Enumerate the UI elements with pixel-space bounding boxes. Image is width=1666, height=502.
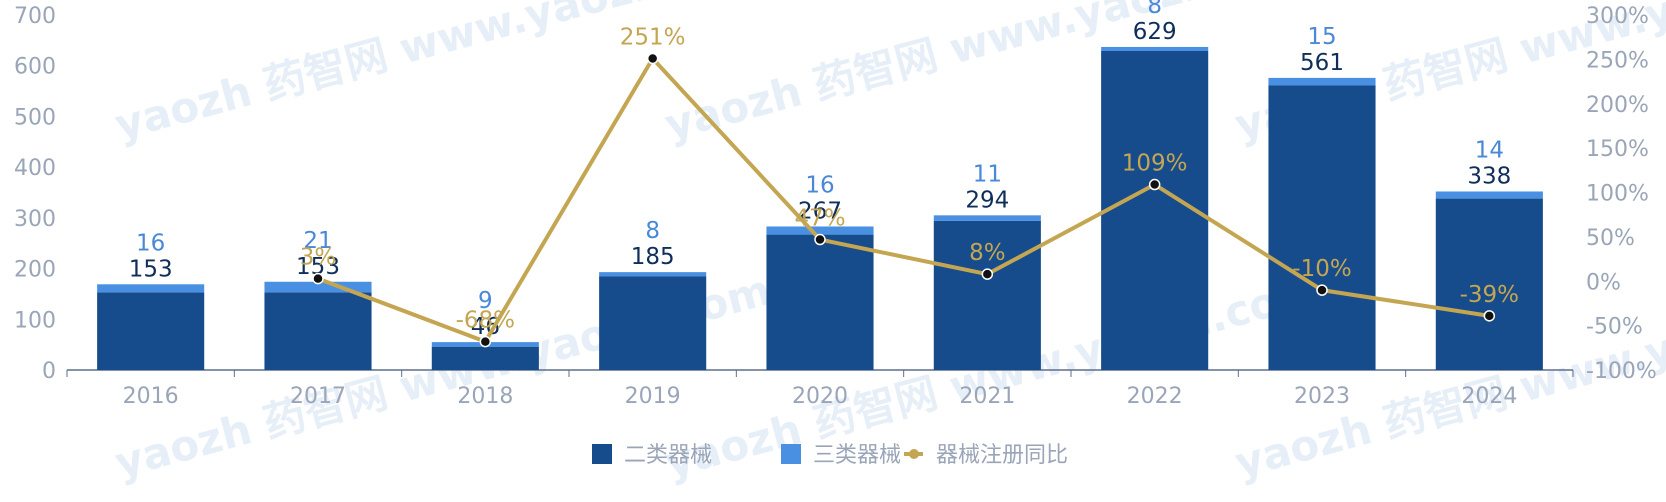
y-right-tick-label-5: 150% [1586, 137, 1649, 162]
point-yoy-2024 [1483, 310, 1496, 322]
legend-swatch-0 [592, 444, 612, 464]
label-class3-2017: 21 [303, 228, 332, 254]
x-label-2019: 2019 [625, 384, 681, 409]
y-left-tick-label-4: 400 [14, 156, 56, 181]
point-yoy-2019 [646, 52, 659, 65]
bar-class3-2024 [1435, 191, 1543, 199]
bar-class3-2016 [97, 284, 205, 293]
point-yoy-2023 [1316, 284, 1328, 296]
label-yoy-2022: 109% [1122, 151, 1188, 177]
label-class3-2022: 8 [1147, 0, 1162, 19]
y-left-tick-label-1: 100 [14, 308, 56, 333]
y-left-tick-label-5: 500 [14, 105, 56, 130]
label-class2-2016: 153 [129, 256, 173, 282]
y-right-tick-label-6: 200% [1586, 93, 1649, 118]
point-yoy-2021 [981, 268, 994, 280]
bar-class2-2020 [766, 234, 874, 370]
label-yoy-2021: 8% [969, 240, 1006, 266]
line-yoy [316, 56, 1492, 344]
x-label-2020: 2020 [792, 384, 848, 409]
bar-class3-2019 [599, 272, 707, 277]
bar-class2-2024 [1435, 198, 1543, 370]
label-class2-2024: 338 [1467, 163, 1511, 189]
y-right-tick-label-8: 300% [1586, 4, 1649, 29]
bar-class2-2023 [1268, 85, 1376, 370]
point-yoy-2022 [1148, 178, 1161, 191]
legend-marker-2 [909, 449, 919, 459]
point-yoy-2017 [312, 272, 324, 285]
label-class2-2020: 267 [798, 198, 842, 224]
label-yoy-2024: -39% [1460, 282, 1519, 308]
x-label-2017: 2017 [290, 384, 346, 409]
bar-class3-2021 [933, 215, 1041, 221]
y-right-tick-label-4: 100% [1586, 182, 1649, 207]
bar-class3-2022 [1101, 46, 1209, 52]
y-left-tick-label-3: 300 [14, 207, 56, 232]
bar-class2-2017 [264, 292, 372, 370]
label-class3-2024: 14 [1475, 137, 1504, 163]
legend-swatch-1 [781, 444, 801, 464]
label-class2-2023: 561 [1300, 50, 1344, 76]
y-right-tick-label-2: 0% [1586, 270, 1621, 295]
label-class3-2023: 15 [1307, 24, 1336, 50]
legend-label-0: 二类器械 [624, 443, 712, 468]
x-label-2021: 2021 [959, 384, 1015, 409]
label-yoy-2019: 251% [620, 24, 686, 50]
label-yoy-2018: -68% [456, 308, 515, 334]
label-class2-2021: 294 [965, 187, 1009, 213]
legend-label-1: 三类器械 [813, 443, 901, 468]
label-yoy-2020: 47% [794, 206, 845, 232]
y-left-tick-label-2: 200 [14, 258, 56, 283]
y-right-tick-label-3: 50% [1586, 226, 1635, 251]
y-left-tick-label-0: 0 [42, 359, 56, 384]
y-left-tick-label-6: 600 [14, 55, 56, 80]
legend-label-2: 器械注册同比 [936, 443, 1068, 468]
label-class2-2022: 629 [1133, 19, 1177, 45]
x-label-2024: 2024 [1461, 384, 1517, 409]
y-right-tick-label-7: 250% [1586, 48, 1649, 73]
point-yoy-2018 [479, 335, 492, 348]
label-yoy-2017: 3% [300, 245, 337, 271]
x-label-2018: 2018 [457, 384, 513, 409]
y-right-tick-label-1: -50% [1586, 315, 1643, 340]
label-class3-2021: 11 [973, 161, 1002, 187]
bar-class3-2017 [264, 281, 372, 293]
x-label-2016: 2016 [123, 384, 179, 409]
bar-class3-2023 [1268, 77, 1376, 86]
bar-class2-2018 [431, 346, 539, 370]
watermark-1: yaozh 药智网 www.yaozh.com [660, 0, 1326, 150]
label-yoy-2023: -10% [1292, 256, 1351, 282]
label-class3-2016: 16 [136, 230, 165, 256]
x-label-2023: 2023 [1294, 384, 1350, 409]
y-right-tick-label-0: -100% [1586, 359, 1657, 384]
bar-class2-2022 [1101, 51, 1209, 370]
point-yoy-2020 [814, 233, 826, 246]
bar-class2-2021 [933, 220, 1041, 370]
bar-class2-2019 [599, 276, 707, 370]
y-left-tick-label-7: 700 [14, 4, 56, 29]
x-label-2022: 2022 [1127, 384, 1183, 409]
label-class3-2018: 9 [478, 288, 493, 314]
label-class3-2019: 8 [645, 218, 660, 244]
bar-class2-2016 [97, 292, 205, 370]
label-class2-2019: 185 [631, 244, 675, 270]
bar-class3-2020 [766, 226, 874, 235]
label-class3-2020: 16 [805, 172, 834, 198]
